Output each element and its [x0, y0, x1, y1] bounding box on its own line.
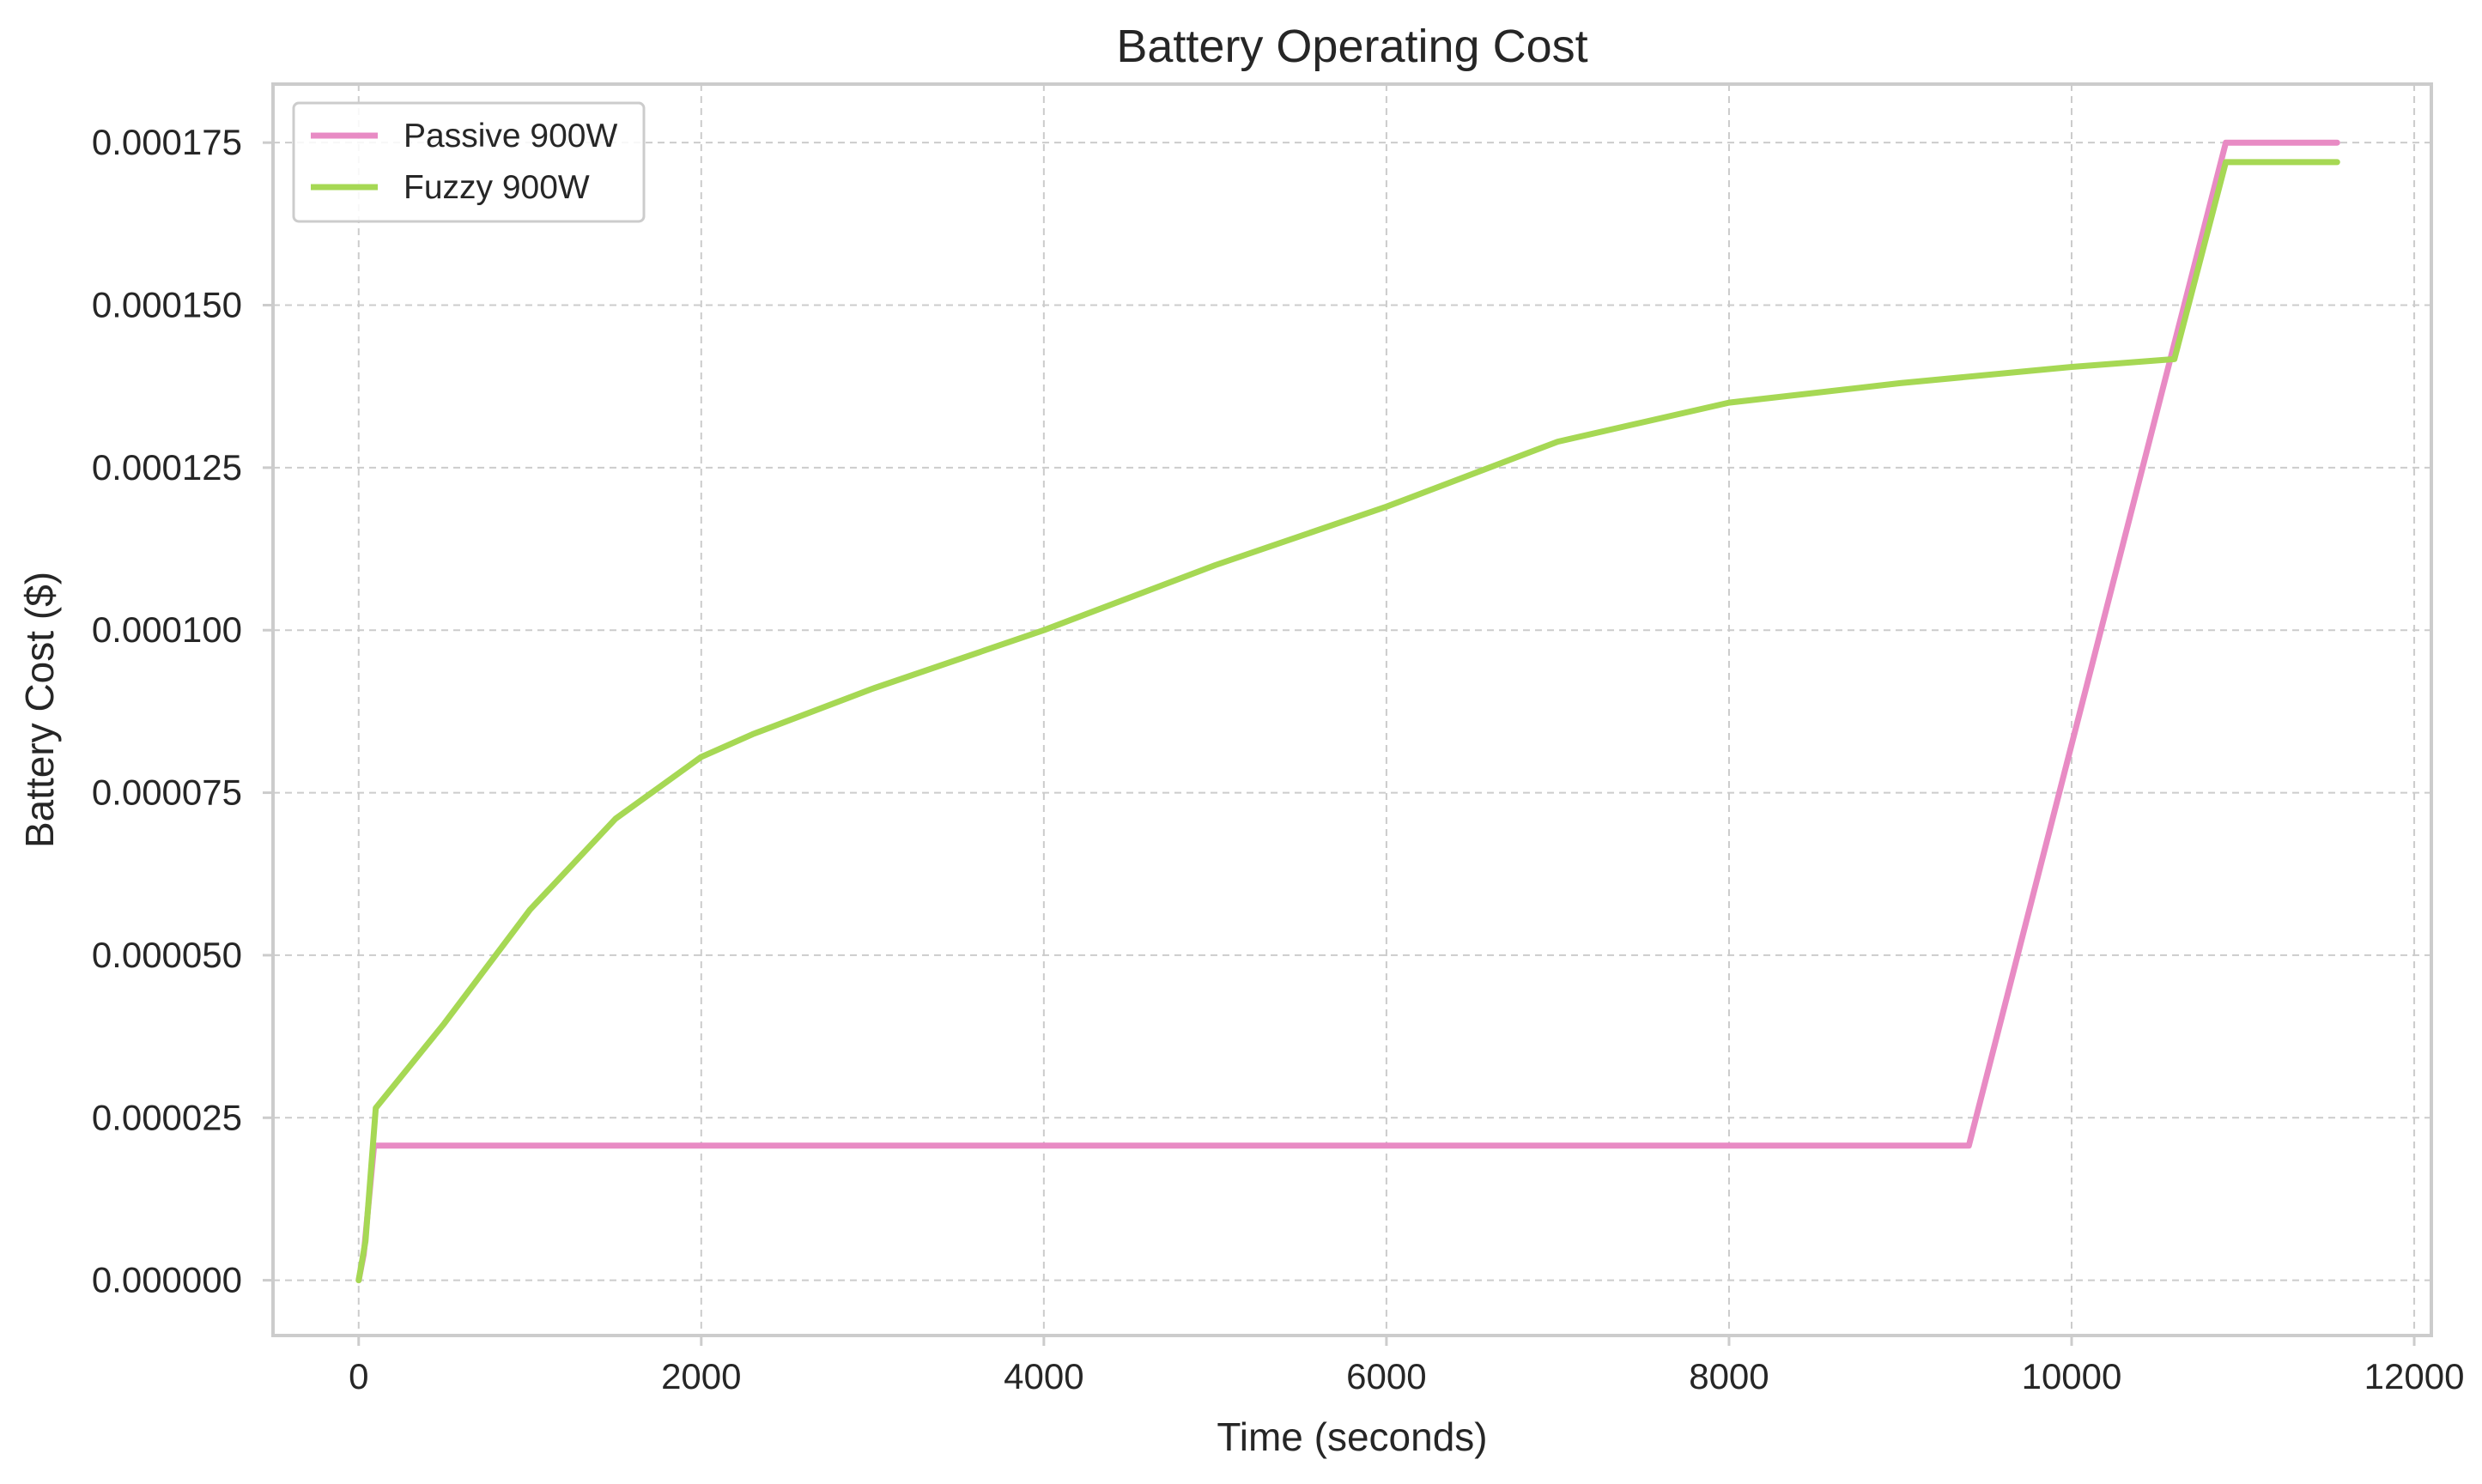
y-tick-label: 0.000125 [92, 447, 242, 488]
x-tick-label: 6000 [1346, 1356, 1426, 1396]
y-tick-label: 0.000025 [92, 1097, 242, 1137]
y-tick-label: 0.000075 [92, 772, 242, 813]
chart-title: Battery Operating Cost [1116, 21, 1587, 72]
x-tick-label: 2000 [661, 1356, 741, 1396]
x-tick-label: 0 [349, 1356, 368, 1396]
x-tick-label: 8000 [1689, 1356, 1769, 1396]
legend: Passive 900W Fuzzy 900W [292, 101, 646, 223]
series-lines [355, 139, 2340, 1284]
y-tick-label: 0.000150 [92, 285, 242, 325]
y-tick-label: 0.000000 [92, 1260, 242, 1300]
series-line-fuzzy [355, 159, 2340, 1284]
legend-label-passive: Passive 900W [404, 118, 617, 154]
x-tick-label: 12000 [2364, 1356, 2465, 1396]
plot-frame [271, 82, 2433, 1337]
legend-box [292, 101, 646, 223]
y-tick-label: 0.000175 [92, 122, 242, 162]
grid-lines [273, 84, 2431, 1336]
axis-ticks: 0 2000 4000 6000 8000 10000 12000 0.000000 0.000… [92, 122, 2465, 1396]
legend-label-fuzzy: Fuzzy 900W [404, 169, 590, 206]
y-tick-label: 0.000050 [92, 935, 242, 975]
x-tick-label: 4000 [1004, 1356, 1083, 1396]
y-tick-label: 0.000100 [92, 609, 242, 650]
y-axis-label: Battery Cost ($) [17, 572, 62, 848]
x-axis-label: Time (seconds) [1217, 1414, 1487, 1459]
x-tick-label: 10000 [2022, 1356, 2122, 1396]
